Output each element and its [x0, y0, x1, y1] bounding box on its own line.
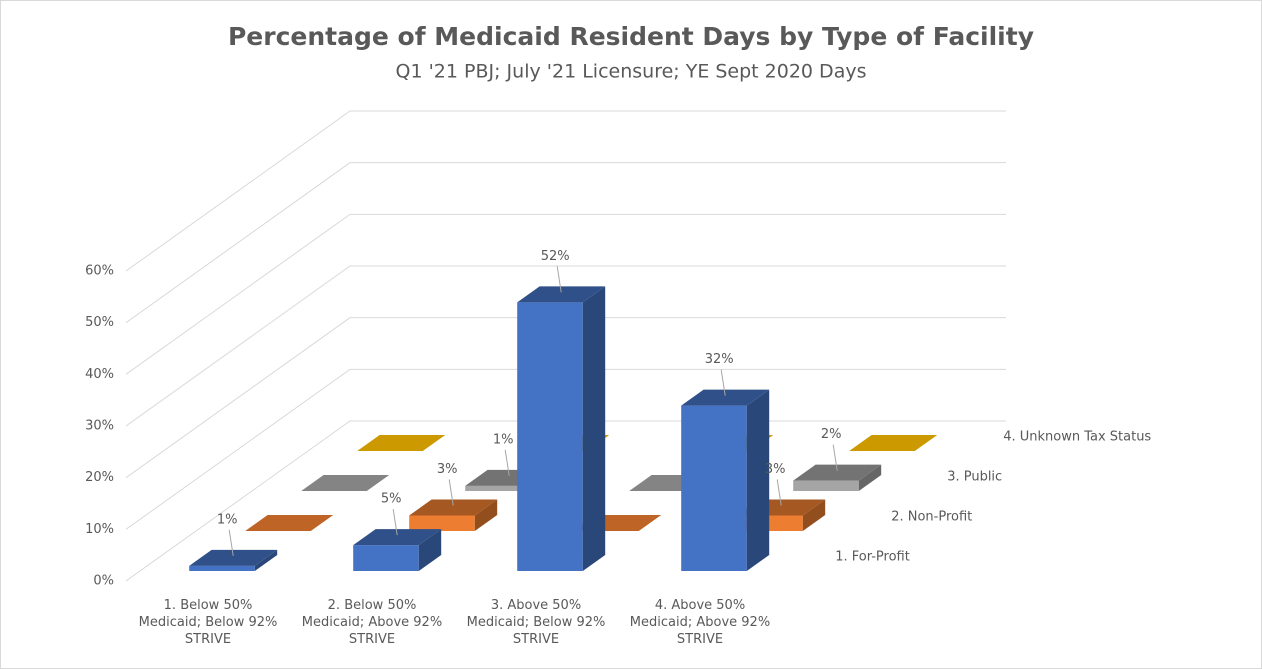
bar-top	[793, 464, 882, 481]
value-label: 52%	[541, 249, 570, 264]
value-label: 5%	[381, 492, 402, 507]
bar	[409, 499, 498, 531]
bar	[793, 464, 882, 491]
y-tick-label: 20%	[85, 470, 114, 485]
grid-line	[125, 110, 1006, 272]
value-label: 32%	[705, 352, 734, 367]
grid-line	[125, 162, 1006, 324]
bar-front	[409, 515, 475, 531]
bar-side	[858, 464, 882, 491]
x-tick-label: 3. Above 50% Medicaid; Below 92% STRIVE	[466, 598, 606, 647]
x-tick-label: 4. Above 50% Medicaid; Above 92% STRIVE	[629, 598, 771, 647]
bar	[681, 389, 770, 571]
leader-line	[720, 369, 726, 396]
y-tick-label: 60%	[85, 264, 114, 279]
bar-side	[418, 529, 442, 571]
legend-label: 3. Public	[947, 470, 1002, 485]
x-tick-label: 1. Below 50% Medicaid; Below 92% STRIVE	[138, 598, 278, 647]
y-tick-label: 50%	[85, 315, 114, 330]
bar	[189, 549, 278, 571]
grid-line	[125, 420, 1006, 582]
bar-top	[189, 549, 278, 566]
bar-side	[254, 549, 278, 571]
y-tick-label: 30%	[85, 419, 114, 434]
bar	[301, 475, 390, 491]
bar	[353, 529, 442, 571]
leader-line	[556, 266, 562, 293]
value-label: 1%	[217, 512, 238, 527]
bar-top	[409, 499, 498, 516]
bar-top	[245, 515, 334, 531]
bar	[849, 435, 938, 451]
leader-line	[392, 509, 398, 536]
grid-line	[125, 368, 1006, 530]
grid-line	[125, 317, 1006, 479]
bar-top	[353, 529, 442, 546]
bar-side	[582, 286, 606, 571]
value-label: 2%	[821, 427, 842, 442]
chart-title: Percentage of Medicaid Resident Days by …	[228, 22, 1034, 51]
value-label: 1%	[493, 432, 514, 447]
chart-subtitle: Q1 '21 PBJ; July '21 Licensure; YE Sept …	[396, 61, 867, 83]
leader-line	[776, 479, 782, 506]
leader-line	[504, 449, 510, 476]
leader-line	[832, 444, 838, 471]
bar-front	[189, 565, 255, 571]
bar-side	[474, 499, 498, 531]
legend-label: 1. For-Profit	[835, 550, 910, 565]
leader-line	[448, 479, 454, 506]
bar	[245, 515, 334, 531]
bar-top	[301, 475, 390, 491]
bar-top	[681, 389, 770, 406]
bar	[517, 286, 606, 571]
bar-side	[802, 499, 826, 531]
value-label: 3%	[437, 462, 458, 477]
bar-front	[353, 545, 419, 571]
bar	[357, 435, 446, 451]
leader-line	[228, 529, 234, 556]
bar-front	[465, 485, 531, 491]
grid-line	[125, 265, 1006, 427]
bar-front	[793, 480, 859, 491]
grid-line	[125, 213, 1006, 375]
value-label: 3%	[765, 462, 786, 477]
bar-top	[517, 286, 606, 303]
y-tick-label: 40%	[85, 367, 114, 382]
bar-front	[517, 302, 583, 571]
bar-side	[746, 389, 770, 571]
legend-label: 4. Unknown Tax Status	[1003, 430, 1151, 445]
bar-front	[681, 405, 747, 571]
bar-top	[849, 435, 938, 451]
legend-label: 2. Non-Profit	[891, 510, 972, 525]
y-tick-label: 10%	[85, 522, 114, 537]
x-tick-label: 2. Below 50% Medicaid; Above 92% STRIVE	[301, 598, 443, 647]
bar-top	[357, 435, 446, 451]
y-tick-label: 0%	[93, 574, 114, 589]
